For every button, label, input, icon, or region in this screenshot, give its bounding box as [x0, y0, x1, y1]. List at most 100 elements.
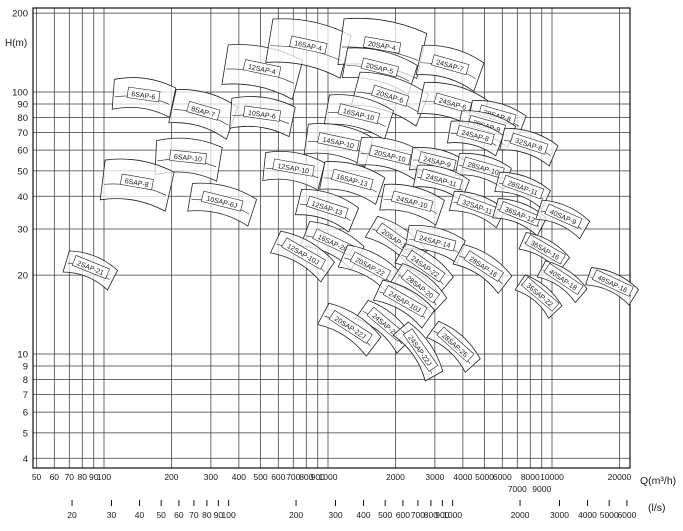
- x-tick-label-ls: 700: [411, 510, 425, 520]
- x-tick-label-ls: 40: [135, 510, 145, 520]
- pump-band-tag: [272, 158, 315, 177]
- y-tick-label: 40: [17, 192, 28, 203]
- pump-band-tag: [463, 250, 504, 282]
- x-tick-label-m3h: 2000: [386, 472, 405, 482]
- x-tick-label-m3h: 80: [78, 472, 88, 482]
- y-tick-label: 100: [12, 88, 28, 99]
- y-tick-label: 8: [23, 375, 28, 386]
- pump-band-tag: [456, 124, 495, 146]
- y-tick-label: 20: [17, 271, 28, 282]
- pump-band-tag: [317, 132, 360, 152]
- x-tick-label-m3h: 8000: [521, 472, 540, 482]
- pump-band-tag: [328, 309, 373, 344]
- x-tick-label-m3h: 3000: [425, 472, 444, 482]
- x-tick-label-m3h: 800: [299, 472, 313, 482]
- pump-band-tag: [281, 237, 326, 270]
- pump-band-tag: [413, 230, 457, 252]
- pump-band-tag: [243, 59, 282, 78]
- pump-band-tag: [591, 269, 634, 297]
- x-tick-label-ls: 30: [107, 510, 117, 520]
- pump-band-tag: [520, 276, 560, 312]
- pump-band-tag: [382, 285, 428, 318]
- pump-band-tag: [431, 54, 470, 76]
- x-tick-label-ls: 1000: [443, 510, 462, 520]
- pump-band-tag: [200, 190, 244, 212]
- pump-band: 14SAP-10: [303, 123, 374, 168]
- x-tick-label-ls: 2000: [511, 510, 530, 520]
- pump-band-tag: [169, 149, 207, 165]
- pump-band-label: 10SAP-6: [247, 110, 276, 121]
- pump-band-tag: [390, 190, 434, 212]
- pump-band-tag: [509, 132, 549, 155]
- x-tick-label-m3h: 60: [50, 472, 60, 482]
- pump-band-tag: [433, 92, 473, 114]
- pump-band-tag: [436, 326, 475, 363]
- x-axis-title-ls: (l/s): [648, 502, 666, 514]
- x-tick-label-m3h: 500: [253, 472, 267, 482]
- x-tick-label-m3h: 600: [271, 472, 285, 482]
- pump-band: 28SAP-16: [452, 243, 513, 295]
- y-axis-title: H(m): [5, 38, 27, 49]
- plot-border: [32, 7, 631, 469]
- x-tick-label-m3h: 9000: [532, 484, 551, 494]
- pump-band: 40SAP-9: [535, 199, 591, 240]
- y-tick-label: 90: [17, 99, 28, 110]
- pump-band: 6SAP-6: [111, 77, 177, 118]
- x-tick-label-m3h: 1000: [319, 472, 338, 482]
- pump-band-tag: [524, 234, 566, 265]
- x-axis-title-m3h: Q(m³/h): [640, 475, 676, 487]
- pump-band: 24SAP-10: [379, 183, 445, 226]
- pump-band-tag: [403, 328, 439, 372]
- x-tick-label-m3h: 7000: [508, 484, 527, 494]
- x-tick-label-m3h: 5000: [475, 472, 494, 482]
- pump-band: 10SAP-6J: [187, 182, 258, 227]
- pump-band: 24SAP-8: [446, 120, 504, 157]
- x-tick-label-ls: 20: [67, 510, 77, 520]
- x-tick-label-ls: 5000: [600, 510, 619, 520]
- pump-band-label: 6SAP-8: [124, 178, 149, 189]
- x-tick-label-ls: 200: [289, 510, 303, 520]
- x-tick-label-ls: 100: [222, 510, 236, 520]
- x-tick-label-m3h: 4000: [453, 472, 472, 482]
- x-tick-label-m3h: 6000: [493, 472, 512, 482]
- pump-band: 10SAP-6: [229, 96, 296, 138]
- pump-band: 28SAP-26: [426, 320, 481, 373]
- pump-band: 16SAP-4: [265, 18, 352, 79]
- x-tick-label-ls: 500: [378, 510, 392, 520]
- x-tick-label-ls: 6000: [617, 510, 636, 520]
- pump-band-tag: [71, 255, 110, 280]
- pump-band-tag: [544, 203, 583, 229]
- x-tick-label-ls: 400: [356, 510, 370, 520]
- pump-band-tag: [186, 101, 221, 121]
- pump-band-tag: [371, 84, 410, 107]
- pump-band-tag: [337, 103, 381, 124]
- x-tick-label-ls: 800: [424, 510, 438, 520]
- y-tick-label: 5: [23, 428, 28, 439]
- x-tick-label-ls: 4000: [578, 510, 597, 520]
- pump-band: 8SAP-7: [168, 89, 239, 140]
- pump-band: 16SAP-10: [323, 94, 394, 141]
- x-tick-label-m3h: 700: [286, 472, 300, 482]
- x-tick-label-m3h: 400: [232, 472, 246, 482]
- pump-band: 24SAP-7: [415, 44, 485, 92]
- x-tick-label-ls: 70: [189, 510, 199, 520]
- x-tick-label-m3h: 70: [65, 472, 75, 482]
- x-tick-label-m3h: 20000: [608, 472, 632, 482]
- x-tick-label-ls: 300: [328, 510, 342, 520]
- y-tick-label: 60: [17, 146, 28, 157]
- pump-band-label: 20SAP-4: [367, 41, 396, 53]
- pump-band: 32SAP-11: [448, 190, 506, 229]
- x-tick-label-ls: 600: [396, 510, 410, 520]
- y-tick-label: 30: [17, 224, 28, 235]
- y-tick-label: 10: [17, 350, 28, 361]
- x-tick-label-m3h: 900: [311, 472, 325, 482]
- x-tick-label-ls: 80: [202, 510, 212, 520]
- pump-band: 20SAP-10: [356, 136, 425, 181]
- pump-band-tag: [289, 35, 328, 55]
- pump-band: 48SAP-16: [585, 267, 640, 306]
- x-tick-label-m3h: 50: [32, 472, 42, 482]
- x-tick-label-m3h: 200: [164, 472, 178, 482]
- y-tick-label: 7: [23, 390, 28, 401]
